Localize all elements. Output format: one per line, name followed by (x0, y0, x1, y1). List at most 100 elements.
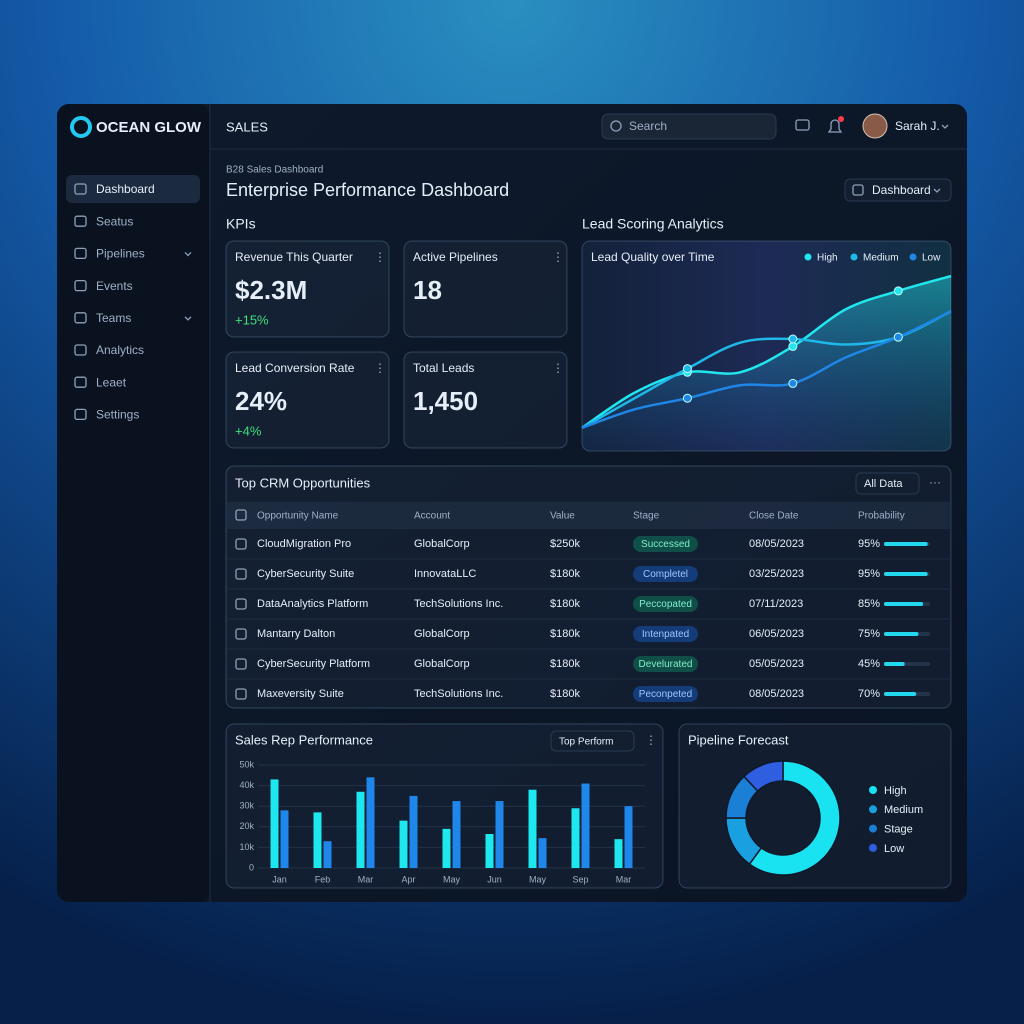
column-header[interactable]: Account (414, 511, 450, 522)
legend-dot (869, 824, 877, 833)
column-header[interactable]: Value (550, 511, 575, 522)
opportunities-filter-label[interactable]: All Data (864, 478, 903, 490)
view-selector[interactable] (844, 178, 952, 202)
x-tick-label: Jan (272, 874, 287, 884)
stage-badge (633, 686, 698, 702)
stage-label: Peconpeted (639, 689, 692, 700)
stage-label: Intenpated (642, 629, 689, 640)
sidebar (57, 104, 210, 902)
x-tick-label: Mar (358, 874, 374, 884)
cell-close-date: 08/05/2023 (749, 538, 804, 550)
opportunities-title: Top CRM Opportunities (235, 475, 371, 490)
legend-label: Medium (884, 804, 923, 816)
kpi-menu[interactable]: ⋮ (552, 250, 564, 264)
nav-item[interactable]: Events (96, 279, 133, 293)
bar (366, 777, 375, 868)
table-header-row (227, 502, 950, 529)
cell-name: DataAnalytics Platform (257, 598, 368, 610)
header-checkbox[interactable] (235, 509, 247, 521)
legend-dot (909, 253, 917, 261)
cell-close-date: 07/11/2023 (749, 598, 803, 610)
brand-name: OCEAN GLOW (96, 119, 202, 136)
cell-close-date: 03/25/2023 (749, 568, 804, 580)
cell-value: $250k (550, 538, 580, 550)
lead-point (682, 393, 692, 403)
cell-probability: 85% (858, 598, 880, 610)
nav-item[interactable]: Teams (96, 311, 131, 325)
stage-badge (633, 536, 698, 552)
legend-label: Medium (863, 253, 899, 264)
calendar-icon (852, 184, 864, 196)
cell-value: $180k (550, 688, 580, 700)
search-box[interactable] (601, 113, 777, 140)
row-checkbox[interactable] (235, 568, 247, 580)
nav-icon (74, 247, 87, 260)
sales-rep-filter-label[interactable]: Top Perform (559, 737, 613, 748)
cell-value: $180k (550, 658, 580, 670)
x-tick-label: Mar (616, 874, 632, 884)
kpi-value: 1,450 (413, 386, 478, 416)
section-title: SALES (226, 119, 268, 134)
bar (452, 801, 461, 868)
nav-chevron (184, 316, 192, 321)
x-tick-label: Sep (572, 874, 588, 884)
probability-bar (884, 662, 905, 666)
nav-item[interactable]: Leaet (96, 375, 127, 389)
kpi-value: 18 (413, 275, 442, 305)
nav-item[interactable]: Settings (96, 408, 139, 422)
stage-label: Successed (641, 539, 690, 550)
row-checkbox[interactable] (235, 688, 247, 700)
user-menu-chevron[interactable] (941, 124, 949, 129)
nav-item[interactable]: Dashboard (96, 182, 155, 196)
bar (280, 810, 289, 868)
cell-name: Maxeversity Suite (257, 688, 344, 700)
sales-rep-more[interactable]: ⋮ (645, 733, 657, 747)
lead-point (682, 364, 692, 374)
sales-rep-filter[interactable] (550, 730, 635, 752)
column-header[interactable]: Stage (633, 511, 660, 522)
user-name[interactable]: Sarah J. (895, 119, 940, 133)
row-checkbox[interactable] (235, 538, 247, 550)
row-checkbox[interactable] (235, 598, 247, 610)
cell-probability: 70% (858, 688, 880, 700)
stage-label: Develurated (639, 659, 693, 670)
cell-account: TechSolutions Inc. (414, 688, 503, 700)
cell-account: GlobalCorp (414, 628, 470, 640)
messages-icon[interactable] (795, 119, 810, 131)
nav-item[interactable]: Analytics (96, 343, 144, 357)
legend-label: High (884, 785, 907, 797)
cell-probability: 95% (858, 568, 880, 580)
y-tick-label: 20k (239, 821, 254, 831)
column-header[interactable]: Close Date (749, 511, 799, 522)
lead-point (788, 341, 798, 351)
row-checkbox[interactable] (235, 658, 247, 670)
stage-badge (633, 566, 698, 582)
cell-account: InnovataLLC (414, 568, 476, 580)
kpi-menu[interactable]: ⋮ (374, 361, 386, 375)
user-avatar[interactable] (862, 113, 888, 139)
opportunities-panel (225, 465, 952, 709)
opportunities-more[interactable]: ··· (929, 475, 941, 489)
cell-name: CyberSecurity Suite (257, 568, 354, 580)
column-header[interactable]: Probability (858, 511, 905, 522)
cell-value: $180k (550, 568, 580, 580)
cell-close-date: 08/05/2023 (749, 688, 804, 700)
bar (323, 841, 332, 868)
lead-point (788, 334, 798, 344)
cell-value: $180k (550, 628, 580, 640)
cell-name: CyberSecurity Platform (257, 658, 370, 670)
y-tick-label: 0 (249, 862, 254, 872)
column-header[interactable]: Opportunity Name (257, 511, 339, 522)
kpi-menu[interactable]: ⋮ (552, 361, 564, 375)
view-selector-label[interactable]: Dashboard (872, 183, 931, 197)
nav-item[interactable]: Seatus (96, 214, 133, 228)
nav-item[interactable]: Pipelines (96, 247, 145, 261)
y-tick-label: 40k (239, 780, 254, 790)
kpi-menu[interactable]: ⋮ (374, 250, 386, 264)
notifications-icon[interactable] (827, 119, 843, 133)
legend-label: Stage (884, 824, 913, 836)
probability-bar (884, 542, 928, 546)
opportunities-filter[interactable] (855, 472, 920, 495)
cell-probability: 75% (858, 628, 880, 640)
row-checkbox[interactable] (235, 628, 247, 640)
